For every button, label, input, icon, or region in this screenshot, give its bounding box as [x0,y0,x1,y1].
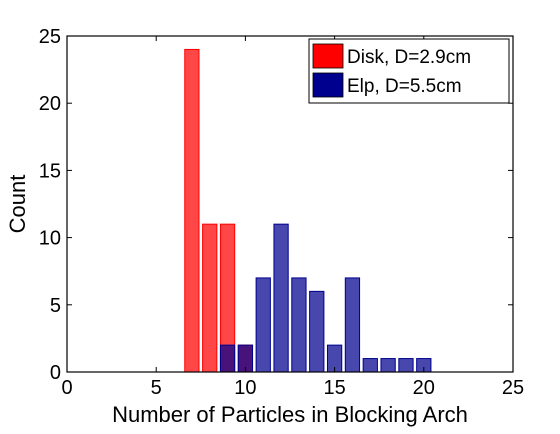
y-tick-label-10: 10 [39,228,61,250]
x-tick-label-5: 5 [151,377,162,399]
legend-label-elp: Elp, D=5.5cm [347,76,462,97]
legend-swatch-disk [312,43,344,69]
legend: Disk, D=2.9cm Elp, D=5.5cm [308,38,510,104]
y-tick-label-20: 20 [39,93,61,115]
x-tick-label-10: 10 [234,377,256,399]
x-axis-label: Number of Particles in Blocking Arch [112,402,468,427]
x-tick-label-0: 0 [61,377,72,399]
bar-series0-x7 [184,48,200,373]
y-tick-label-15: 15 [39,160,61,182]
legend-label-disk: Disk, D=2.9cm [347,47,471,68]
legend-swatch-elp [312,72,344,98]
axis-ticks: 0 5 10 15 20 25 0 5 10 15 20 25 [39,26,524,399]
bar-series1-x18 [380,358,396,373]
bar-series1-x19 [398,358,414,373]
bar-series1-x14 [309,290,325,373]
bar-series1-x11 [255,277,271,373]
x-tick-label-25: 25 [502,377,524,399]
bar-series1-x16 [344,277,361,373]
y-tick-label-5: 5 [50,295,61,317]
bar-series0-x8 [202,223,218,373]
y-tick-label-0: 0 [50,362,61,384]
y-tick-label-25: 25 [39,26,61,48]
bar-series1-x9 [219,344,236,373]
bar-series1-x12 [273,223,289,373]
plot-area-frame [66,35,514,373]
bars-layer [184,48,432,373]
bar-series1-x13 [291,277,307,373]
x-tick-label-20: 20 [413,377,435,399]
y-axis-label: Count [5,175,30,234]
x-tick-label-15: 15 [323,377,345,399]
bar-series1-x17 [362,358,378,373]
